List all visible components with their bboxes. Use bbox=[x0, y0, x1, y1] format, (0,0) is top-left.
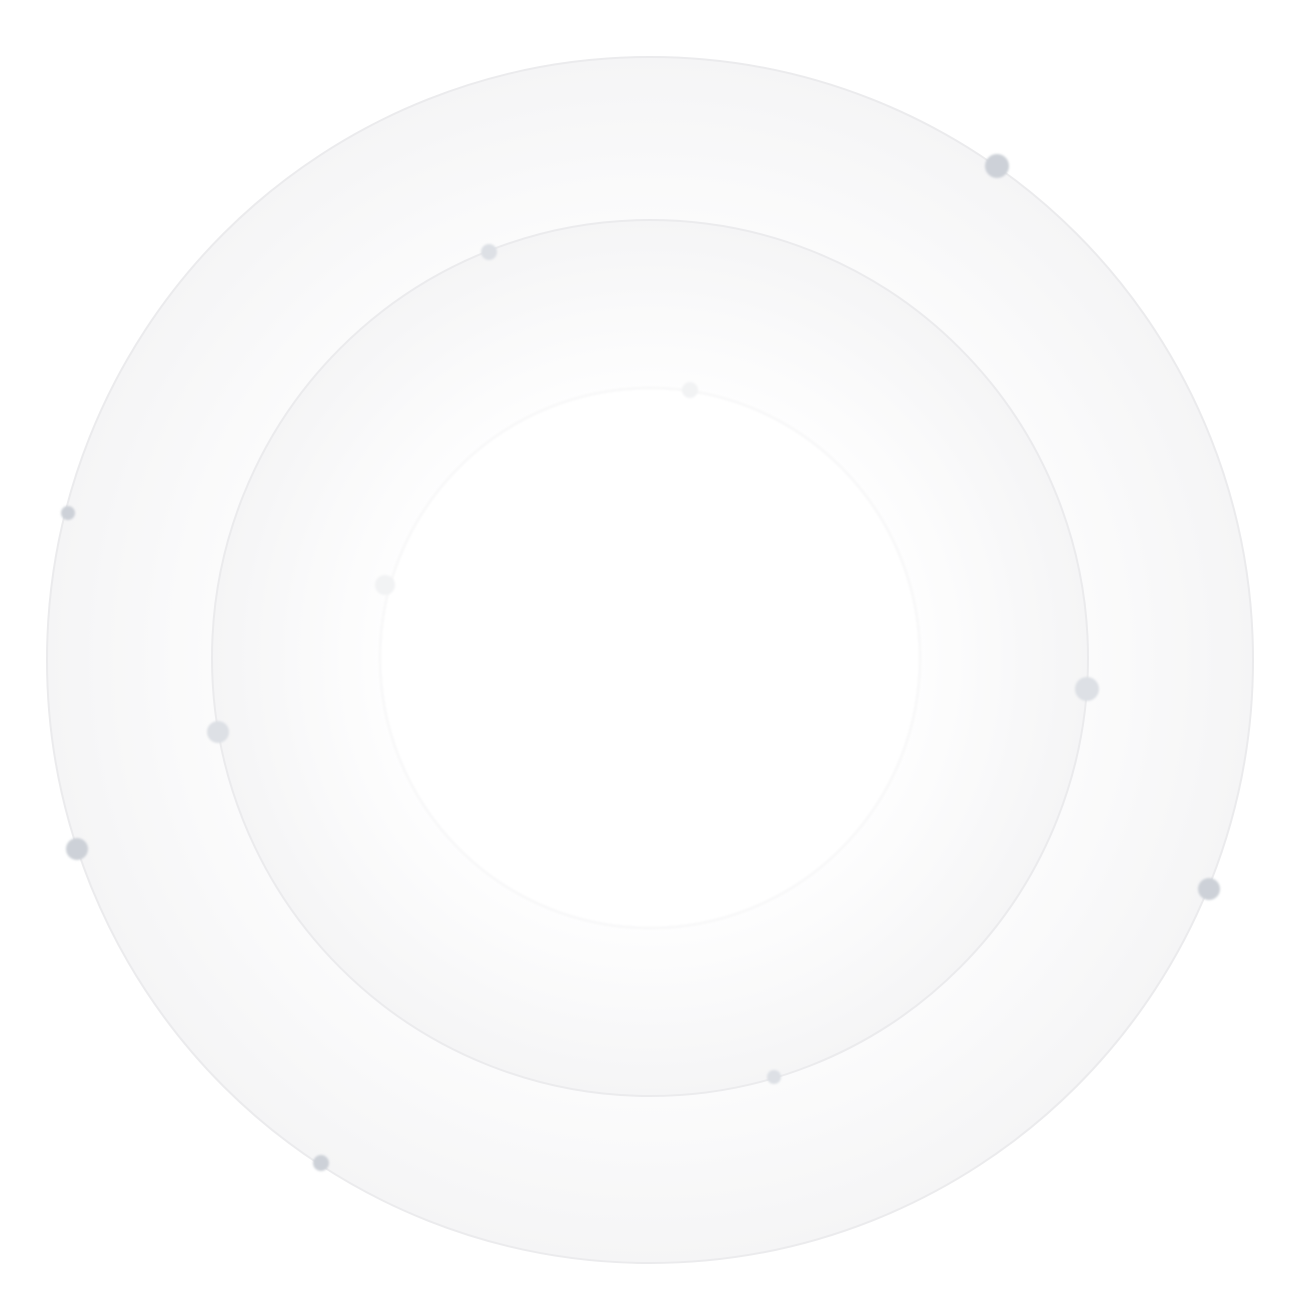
orbit-dot bbox=[375, 575, 395, 595]
orbit-dot bbox=[1075, 677, 1099, 701]
inner-orbit-ring bbox=[379, 387, 921, 929]
orbit-dot bbox=[767, 1070, 781, 1084]
orbit-dot bbox=[313, 1155, 329, 1171]
orbit-dot bbox=[66, 838, 88, 860]
orbit-dot bbox=[481, 244, 497, 260]
orbit-dot bbox=[61, 506, 75, 520]
orbit-dot bbox=[682, 382, 698, 398]
orbit-dot bbox=[1198, 878, 1220, 900]
orbit-dot bbox=[985, 154, 1009, 178]
orbit-dot bbox=[207, 721, 229, 743]
